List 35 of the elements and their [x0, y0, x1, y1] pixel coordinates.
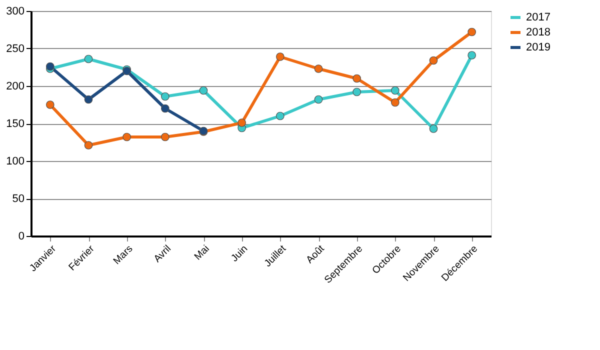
- point: [46, 62, 54, 71]
- y-tick-label: 200: [6, 80, 24, 92]
- point: [429, 56, 438, 65]
- point: [46, 100, 54, 109]
- legend-label: 2017: [526, 12, 550, 24]
- point: [199, 86, 208, 95]
- y-tick-label: 0: [18, 230, 24, 242]
- point: [352, 88, 362, 96]
- y-tick-label: 50: [12, 193, 24, 205]
- point: [160, 132, 170, 142]
- x-tick-label: Juin: [229, 244, 250, 264]
- point: [314, 95, 323, 104]
- y-tick-label: 150: [6, 118, 24, 130]
- y-tick-label: 300: [6, 6, 24, 18]
- y-tick-label: 100: [6, 156, 24, 168]
- point: [314, 64, 323, 73]
- point: [238, 118, 246, 127]
- point: [122, 132, 132, 142]
- point: [390, 98, 400, 107]
- legend-label: 2018: [526, 26, 550, 38]
- point: [276, 52, 284, 61]
- point: [390, 86, 400, 95]
- legend-label: 2019: [526, 42, 550, 54]
- point: [84, 141, 93, 150]
- point: [429, 124, 438, 133]
- x-tick-label: Mai: [192, 244, 212, 263]
- y-tick-label: 250: [6, 43, 24, 55]
- point: [352, 74, 362, 83]
- point: [468, 28, 476, 36]
- point: [276, 112, 284, 120]
- point: [160, 92, 170, 101]
- point: [468, 51, 476, 60]
- point: [84, 95, 93, 104]
- point: [84, 54, 93, 64]
- point: [160, 104, 170, 113]
